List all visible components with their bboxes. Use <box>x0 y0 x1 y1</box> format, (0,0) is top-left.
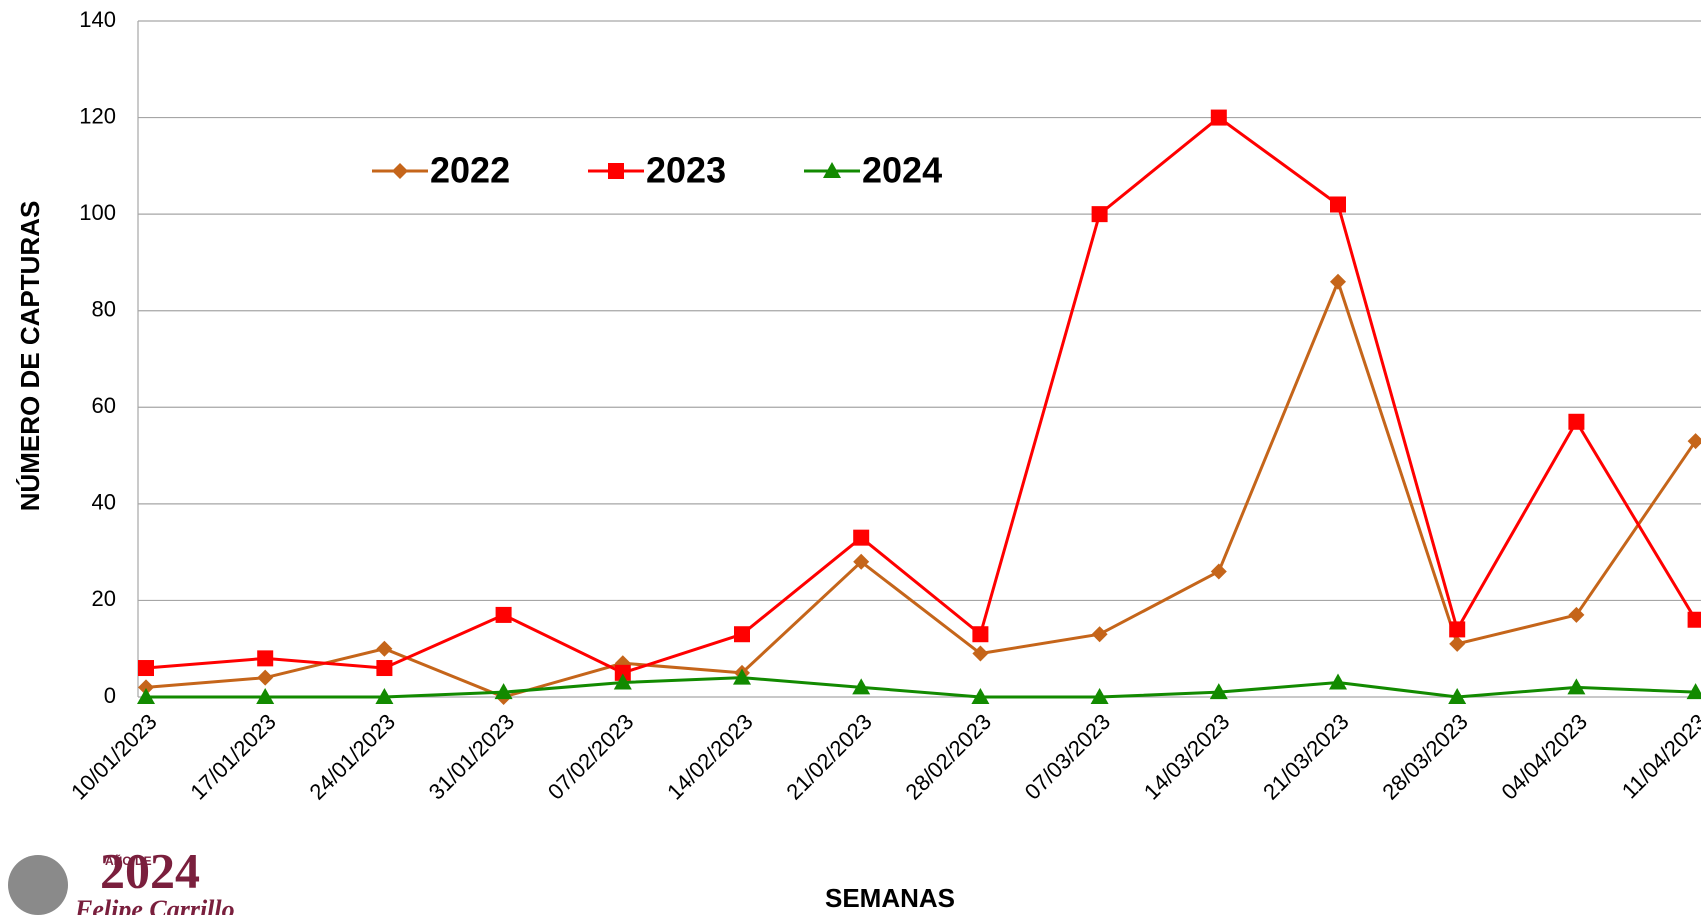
legend-marker <box>823 162 841 178</box>
data-point <box>256 688 275 704</box>
data-point <box>1687 611 1701 628</box>
data-point <box>1210 563 1227 580</box>
x-tick-label: 31/01/2023 <box>424 709 520 805</box>
logo-small: AÑO DE <box>105 853 152 868</box>
data-point <box>972 626 989 643</box>
data-point <box>1091 206 1108 223</box>
x-tick-label: 07/02/2023 <box>543 709 639 805</box>
x-tick-label: 04/04/2023 <box>1497 709 1593 805</box>
data-point <box>971 688 990 704</box>
data-point <box>376 660 393 677</box>
data-point <box>137 688 155 704</box>
x-tick-label: 17/01/2023 <box>185 709 281 805</box>
x-tick-label: 24/01/2023 <box>305 709 401 805</box>
data-point <box>375 688 394 704</box>
data-point <box>853 529 870 546</box>
data-point <box>376 640 393 657</box>
data-point <box>257 650 274 667</box>
data-point <box>1449 621 1466 638</box>
y-tick-label: 100 <box>79 200 116 225</box>
data-point <box>1330 273 1346 290</box>
x-tick-label: 21/02/2023 <box>781 709 877 805</box>
data-point <box>1686 683 1701 700</box>
data-point <box>1449 635 1466 652</box>
series-line <box>146 676 1696 699</box>
data-point <box>972 645 989 662</box>
x-tick-label: 21/03/2023 <box>1258 709 1354 805</box>
legend-label: 2023 <box>646 150 726 191</box>
data-point <box>138 660 154 677</box>
data-point <box>613 673 632 690</box>
data-point <box>1210 109 1227 126</box>
data-point <box>1568 606 1585 623</box>
data-point <box>1330 196 1346 213</box>
data-point <box>138 679 154 696</box>
data-point <box>734 626 750 643</box>
y-tick-label: 40 <box>92 490 116 515</box>
data-point <box>733 668 751 685</box>
y-tick-label: 80 <box>92 297 116 322</box>
y-tick-label: 140 <box>79 7 116 32</box>
legend-marker <box>608 163 624 179</box>
x-tick-label: 14/03/2023 <box>1139 709 1235 805</box>
data-point <box>1091 626 1108 643</box>
x-tick-label: 07/03/2023 <box>1020 709 1116 805</box>
x-tick-label: 11/04/2023 <box>1617 709 1701 803</box>
y-tick-label: 20 <box>92 586 116 611</box>
data-point <box>852 678 871 695</box>
data-point <box>1329 673 1347 690</box>
x-tick-label: 10/01/2023 <box>66 709 162 805</box>
x-tick-label: 28/03/2023 <box>1377 709 1473 805</box>
legend-label: 2022 <box>430 150 510 191</box>
data-point <box>1687 433 1701 450</box>
data-point <box>1090 688 1109 704</box>
logo: AÑO DE 2024 Felipe Carrillo <box>8 842 235 915</box>
y-tick-label: 0 <box>104 683 116 708</box>
data-point <box>1568 413 1585 430</box>
x-tick-label: 28/02/2023 <box>901 709 997 805</box>
logo-year: 2024 <box>100 842 200 898</box>
series-line <box>145 277 1697 699</box>
data-point <box>257 669 274 686</box>
data-point <box>614 664 631 681</box>
legend-marker <box>392 163 408 179</box>
legend-label: 2024 <box>862 150 942 191</box>
y-axis-title: NÚMERO DE CAPTURAS <box>15 201 45 512</box>
y-tick-label: 60 <box>92 393 116 418</box>
data-point <box>853 553 870 570</box>
data-point <box>1209 683 1228 700</box>
data-point <box>495 606 512 623</box>
data-point <box>1448 688 1467 704</box>
series-line <box>145 115 1697 675</box>
data-point <box>1567 678 1586 695</box>
logo-name: Felipe Carrillo <box>74 895 235 915</box>
x-axis-title: SEMANAS <box>825 883 955 913</box>
logo-portrait <box>8 855 68 915</box>
x-tick-label: 14/02/2023 <box>662 709 758 805</box>
data-point <box>494 683 513 700</box>
y-tick-label: 120 <box>79 103 116 128</box>
